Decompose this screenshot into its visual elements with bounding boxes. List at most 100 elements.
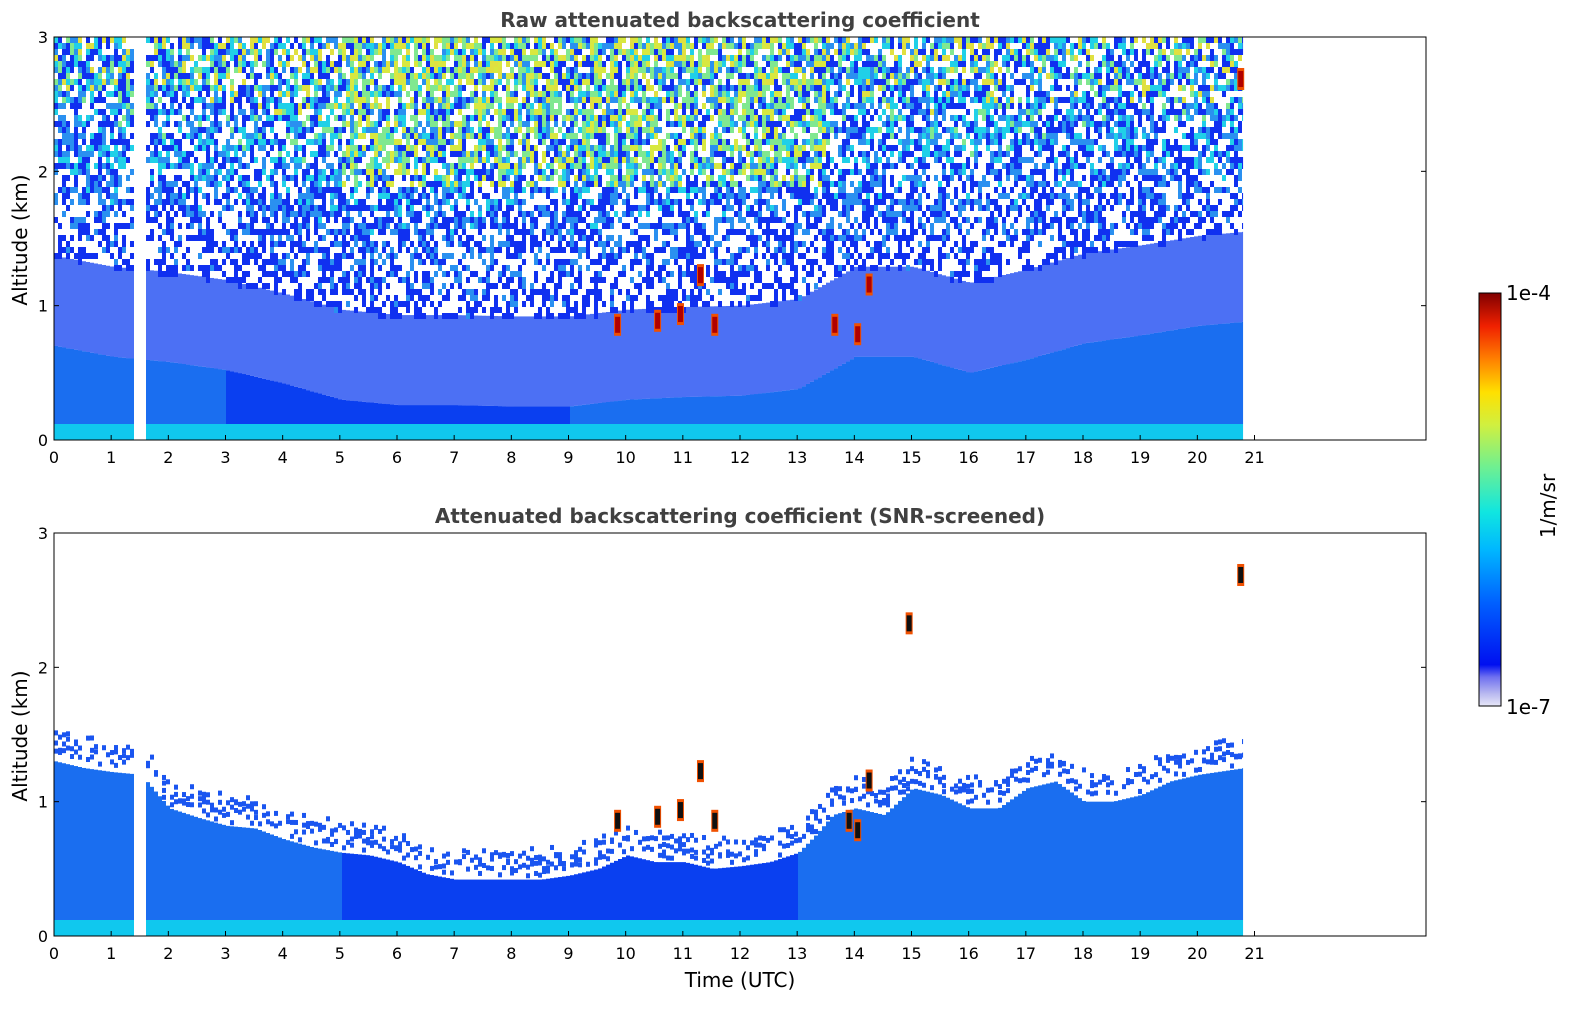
heatmap-cell bbox=[510, 55, 514, 61]
heatmap-cell bbox=[630, 115, 634, 121]
heatmap-cell bbox=[262, 97, 266, 103]
heatmap-cell bbox=[390, 151, 394, 157]
heatmap-cell bbox=[682, 397, 686, 424]
heatmap-cell bbox=[78, 79, 82, 85]
heatmap-cell bbox=[470, 73, 474, 79]
heatmap-cell bbox=[70, 247, 74, 253]
heatmap-cell bbox=[294, 157, 298, 163]
heatmap-cell bbox=[106, 145, 110, 151]
heatmap-cell bbox=[650, 223, 654, 229]
heatmap-cell bbox=[418, 139, 422, 145]
heatmap-cell bbox=[198, 211, 202, 217]
heatmap-cell bbox=[322, 43, 326, 49]
heatmap-cell bbox=[66, 205, 70, 211]
heatmap-cell bbox=[210, 37, 214, 43]
heatmap-cell bbox=[470, 405, 474, 424]
heatmap-cell bbox=[194, 235, 198, 241]
heatmap-cell bbox=[106, 355, 110, 424]
heatmap-cell bbox=[178, 193, 182, 199]
heatmap-cell bbox=[466, 79, 470, 85]
heatmap-cell bbox=[254, 175, 258, 181]
heatmap-cell bbox=[346, 151, 350, 157]
heatmap-cell bbox=[266, 223, 270, 229]
heatmap-cell bbox=[514, 241, 518, 247]
heatmap-cell bbox=[278, 55, 282, 61]
heatmap-cell bbox=[462, 73, 466, 79]
heatmap-cell bbox=[366, 85, 370, 91]
heatmap-cell bbox=[470, 307, 474, 313]
heatmap-cell bbox=[130, 217, 134, 223]
heatmap-cell bbox=[442, 133, 446, 139]
heatmap-cell bbox=[114, 356, 118, 424]
heatmap-cell bbox=[634, 121, 638, 127]
heatmap-cell bbox=[122, 223, 126, 229]
heatmap-cell bbox=[210, 49, 214, 55]
heatmap-cell bbox=[638, 37, 642, 43]
heatmap-cell bbox=[398, 169, 402, 175]
heatmap-cell bbox=[306, 253, 310, 259]
heatmap-cell bbox=[238, 37, 242, 43]
heatmap-cell bbox=[526, 115, 530, 121]
heatmap-cell bbox=[442, 424, 446, 440]
heatmap-cell bbox=[442, 295, 446, 301]
heatmap-cell bbox=[286, 163, 290, 169]
heatmap-cell bbox=[246, 181, 250, 187]
heatmap-cell bbox=[262, 169, 266, 175]
heatmap-cell bbox=[590, 61, 594, 67]
heatmap-cell bbox=[354, 401, 358, 424]
heatmap-cell bbox=[70, 103, 74, 109]
heatmap-cell bbox=[430, 139, 434, 145]
heatmap-cell bbox=[370, 289, 374, 295]
heatmap-cell bbox=[354, 67, 358, 73]
heatmap-cell bbox=[518, 316, 522, 407]
heatmap-cell bbox=[570, 307, 574, 313]
heatmap-cell bbox=[674, 199, 678, 205]
heatmap-cell bbox=[654, 235, 658, 241]
heatmap-cell bbox=[218, 43, 222, 49]
heatmap-cell bbox=[370, 181, 374, 187]
heatmap-cell bbox=[98, 109, 102, 115]
heatmap-cell bbox=[302, 73, 306, 79]
heatmap-cell bbox=[290, 55, 294, 61]
heatmap-cell bbox=[222, 157, 226, 163]
heatmap-cell bbox=[330, 85, 334, 91]
heatmap-cell bbox=[602, 424, 606, 440]
heatmap-cell bbox=[362, 109, 366, 115]
heatmap-cell bbox=[314, 109, 318, 115]
heatmap-cell bbox=[542, 91, 546, 97]
heatmap-cell bbox=[210, 127, 214, 133]
heatmap-cell bbox=[502, 145, 506, 151]
heatmap-cell bbox=[570, 85, 574, 91]
heatmap-cell bbox=[586, 151, 590, 157]
heatmap-cell bbox=[502, 169, 506, 175]
heatmap-cell bbox=[510, 115, 514, 121]
heatmap-cell bbox=[610, 311, 614, 402]
heatmap-cell bbox=[374, 133, 378, 139]
heatmap-cell bbox=[586, 73, 590, 79]
heatmap-cell bbox=[518, 157, 522, 163]
heatmap-cell bbox=[390, 199, 394, 205]
heatmap-cell bbox=[442, 115, 446, 121]
heatmap-cell bbox=[470, 247, 474, 253]
heatmap-cell bbox=[646, 211, 650, 217]
heatmap-cell bbox=[422, 405, 426, 424]
heatmap-cell bbox=[586, 181, 590, 187]
heatmap-cell bbox=[502, 181, 506, 187]
heatmap-cell bbox=[238, 283, 242, 289]
heatmap-cell bbox=[126, 175, 130, 181]
heatmap-cell bbox=[594, 259, 598, 265]
heatmap-cell bbox=[190, 365, 194, 424]
heatmap-cell bbox=[166, 79, 170, 85]
heatmap-cell bbox=[494, 181, 498, 187]
heatmap-cell bbox=[282, 181, 286, 187]
heatmap-cell bbox=[342, 151, 346, 157]
heatmap-cell bbox=[226, 370, 230, 424]
heatmap-cell bbox=[370, 55, 374, 61]
heatmap-cell bbox=[338, 241, 342, 247]
heatmap-cell bbox=[478, 247, 482, 253]
heatmap-cell bbox=[178, 49, 182, 55]
heatmap-cell bbox=[222, 271, 226, 277]
heatmap-cell bbox=[670, 91, 674, 97]
heatmap-cell bbox=[418, 181, 422, 187]
heatmap-cell bbox=[562, 133, 566, 139]
